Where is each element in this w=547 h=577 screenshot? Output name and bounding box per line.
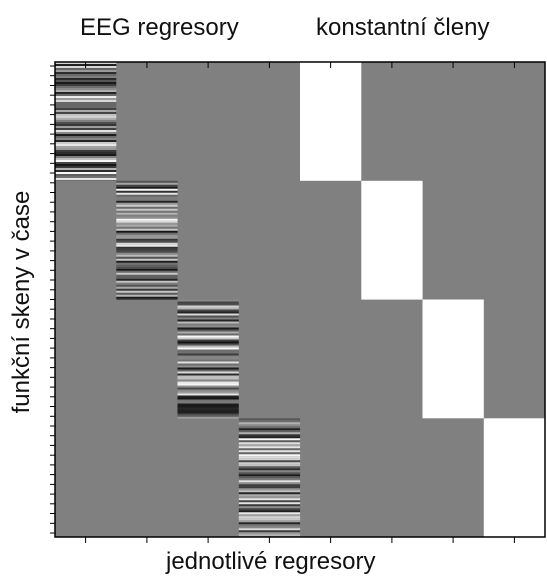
eeg-regressor-blocks bbox=[55, 62, 301, 538]
eeg-regressor-block bbox=[55, 62, 117, 181]
constant-term-blocks bbox=[300, 62, 546, 538]
eeg-regressor-block bbox=[177, 299, 239, 419]
constant-term-block bbox=[361, 180, 423, 300]
eeg-regressors-header: EEG regresory bbox=[80, 14, 239, 41]
constant-term-block bbox=[422, 299, 484, 419]
axis-ticks bbox=[50, 62, 515, 543]
constant-terms-header: konstantní členy bbox=[316, 14, 490, 41]
x-axis-title: jednotlivé regresory bbox=[166, 548, 376, 575]
eeg-regressor-block bbox=[116, 180, 178, 300]
eeg-regressor-block bbox=[238, 418, 301, 538]
constant-term-block bbox=[483, 418, 546, 538]
y-axis-title: funkční skeny v čase bbox=[8, 190, 35, 414]
constant-term-block bbox=[300, 62, 362, 181]
